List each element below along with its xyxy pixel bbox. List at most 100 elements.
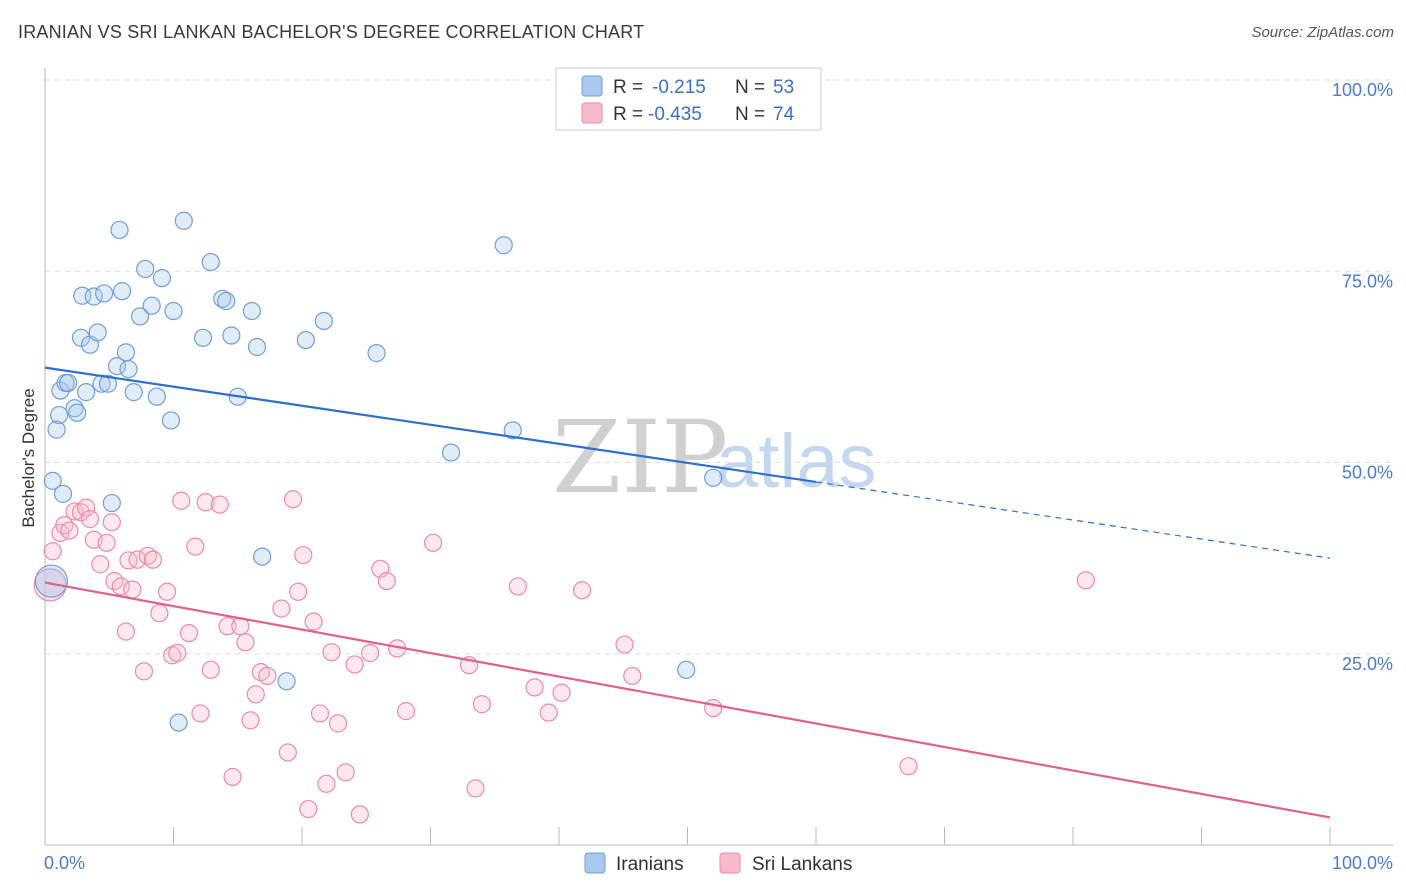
iranians-point-0 <box>34 564 69 598</box>
series-iranians <box>34 211 723 732</box>
sri-lankans-point-47 <box>304 612 323 631</box>
sri-lankans-point-60 <box>423 533 443 552</box>
sri-lankans-point-57 <box>377 571 396 591</box>
sri-lankans-point-12 <box>102 513 121 532</box>
legend-n-value-sri-lankans: 74 <box>773 104 795 125</box>
iranians-point-43 <box>253 547 272 566</box>
sri-lankans-point-70 <box>623 666 642 686</box>
sri-lankans-point-0 <box>33 568 67 602</box>
iranians-point-50 <box>503 421 522 440</box>
sri-lankans-point-49 <box>317 774 336 793</box>
sri-lankans-point-29 <box>191 704 210 723</box>
iranians-point-44 <box>277 672 296 691</box>
trend-line-sri-lankans <box>44 581 1331 819</box>
iranians-point-9 <box>68 403 87 422</box>
watermark: ZIP atlas <box>552 399 877 516</box>
axes <box>44 68 1393 846</box>
sri-lankans-point-33 <box>218 617 237 636</box>
sri-lankans-point-69 <box>615 635 634 654</box>
sri-lankans-point-36 <box>236 633 255 652</box>
legend-r-label-sri-lankans: R = <box>613 104 643 125</box>
sri-lankans-point-3 <box>55 516 74 535</box>
sri-lankans-point-54 <box>350 805 369 824</box>
iranians-point-41 <box>242 301 261 321</box>
y-tick-labels: 100.0% 75.0% 50.0% 25.0% <box>1332 80 1393 674</box>
sri-lankans-point-26 <box>172 491 191 510</box>
series-legend-swatch-sri-lankans <box>719 852 741 874</box>
sri-lankans-point-21 <box>143 550 163 569</box>
sri-lankans-point-67 <box>552 683 571 702</box>
iranians-point-19 <box>102 493 121 513</box>
sri-lankans-point-10 <box>91 555 110 574</box>
iranians-point-34 <box>174 211 193 230</box>
sri-lankans-point-50 <box>322 643 341 662</box>
iranians-point-23 <box>116 343 136 362</box>
sri-lankans-point-52 <box>336 763 355 782</box>
iranians-point-52 <box>704 468 723 487</box>
sri-lankans-point-18 <box>128 550 147 569</box>
sri-lankans-point-53 <box>345 655 364 674</box>
iranians-point-18 <box>98 374 118 393</box>
y-tick-label-1: 75.0% <box>1342 271 1393 291</box>
series-legend-label-iranians: Iranians <box>616 854 684 875</box>
iranians-point-31 <box>161 411 181 430</box>
iranians-point-51 <box>677 660 696 679</box>
sri-lankans-point-55 <box>361 643 380 663</box>
sri-lankans-point-19 <box>134 662 154 681</box>
sri-lankans-point-32 <box>210 495 229 514</box>
iranians-point-5 <box>53 484 73 503</box>
iranians-point-7 <box>59 373 78 393</box>
iranians-point-3 <box>50 405 69 425</box>
legend-r-value-sri-lankans: -0.435 <box>648 104 702 125</box>
sri-lankans-point-43 <box>283 490 303 509</box>
legend-r-value-iranians: -0.215 <box>652 77 706 98</box>
sri-lankans-point-28 <box>186 537 205 556</box>
sri-lankans-point-31 <box>201 660 220 679</box>
sri-lankans-point-4 <box>60 521 79 540</box>
sri-lankans-point-15 <box>116 622 136 641</box>
series-legend-swatch-iranians <box>584 852 606 874</box>
gridlines <box>45 79 1393 655</box>
iranians-point-12 <box>77 383 96 402</box>
sri-lankans-point-45 <box>294 545 313 565</box>
source-credit: Source: ZipAtlas.com <box>1251 24 1394 41</box>
trend-line-iranians <box>44 366 817 484</box>
y-tick-label-0: 100.0% <box>1332 80 1393 100</box>
legend-r-label-iranians: R = <box>613 77 643 98</box>
sri-lankans-point-7 <box>77 498 96 517</box>
sri-lankans-point-65 <box>525 678 544 697</box>
sri-lankans-point-48 <box>310 704 330 723</box>
legend-n-value-iranians: 53 <box>773 77 794 98</box>
sri-lankans-point-11 <box>97 533 116 552</box>
iranians-point-39 <box>222 326 241 345</box>
sri-lankans-point-30 <box>196 493 215 512</box>
iranians-point-2 <box>47 420 66 439</box>
iranians-point-45 <box>296 331 315 350</box>
iranians-point-30 <box>152 269 172 288</box>
legend-swatch-sri-lankans <box>581 102 603 124</box>
iranians-point-25 <box>124 383 143 402</box>
sri-lankans-point-41 <box>272 599 291 618</box>
x-tick-label-min: 0.0% <box>44 853 85 873</box>
iranians-point-21 <box>110 220 129 240</box>
y-tick-label-3: 25.0% <box>1342 654 1393 674</box>
stats-legend: R = -0.215 N = 53 R = -0.435 N = 74 <box>555 67 822 131</box>
iranians-point-28 <box>142 296 161 315</box>
iranians-point-42 <box>247 337 267 357</box>
sri-lankans-point-66 <box>539 703 558 722</box>
sri-lankans-point-25 <box>168 643 187 663</box>
y-axis-label: Bachelor's Degree <box>19 388 38 527</box>
sri-lankans-point-68 <box>573 581 592 600</box>
sri-lankans-point-72 <box>899 757 918 776</box>
iranians-point-29 <box>147 387 166 406</box>
iranians-point-47 <box>367 344 386 363</box>
series-legend: Iranians Sri Lankans <box>584 852 852 875</box>
sri-lankans-point-22 <box>150 604 169 623</box>
sri-lankans-point-62 <box>466 779 485 798</box>
sri-lankans-point-17 <box>123 580 142 599</box>
series-legend-label-sri-lankans: Sri Lankans <box>752 854 852 875</box>
sri-lankans-point-46 <box>299 799 318 819</box>
sri-lankans-point-38 <box>246 685 265 704</box>
legend-n-label-sri-lankans: N = <box>735 104 765 125</box>
